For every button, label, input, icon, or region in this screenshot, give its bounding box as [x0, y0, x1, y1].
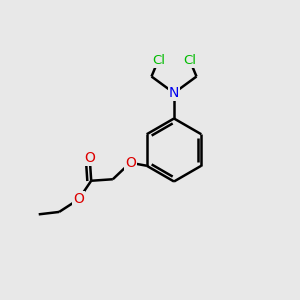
- Text: N: N: [169, 86, 179, 100]
- Text: O: O: [125, 156, 136, 170]
- Text: Cl: Cl: [152, 53, 165, 67]
- Text: O: O: [84, 151, 95, 165]
- Text: Cl: Cl: [183, 53, 196, 67]
- Text: O: O: [73, 192, 84, 206]
